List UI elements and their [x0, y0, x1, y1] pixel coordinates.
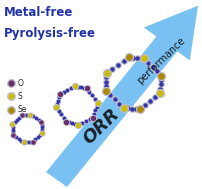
- Text: Metal-free: Metal-free: [4, 6, 73, 19]
- Text: O: O: [17, 79, 23, 88]
- Text: S: S: [17, 92, 22, 101]
- Polygon shape: [46, 6, 198, 187]
- Text: performance: performance: [136, 35, 187, 86]
- Text: ORR: ORR: [79, 105, 123, 148]
- Text: Pyrolysis-free: Pyrolysis-free: [4, 27, 96, 40]
- Text: Se: Se: [17, 105, 26, 114]
